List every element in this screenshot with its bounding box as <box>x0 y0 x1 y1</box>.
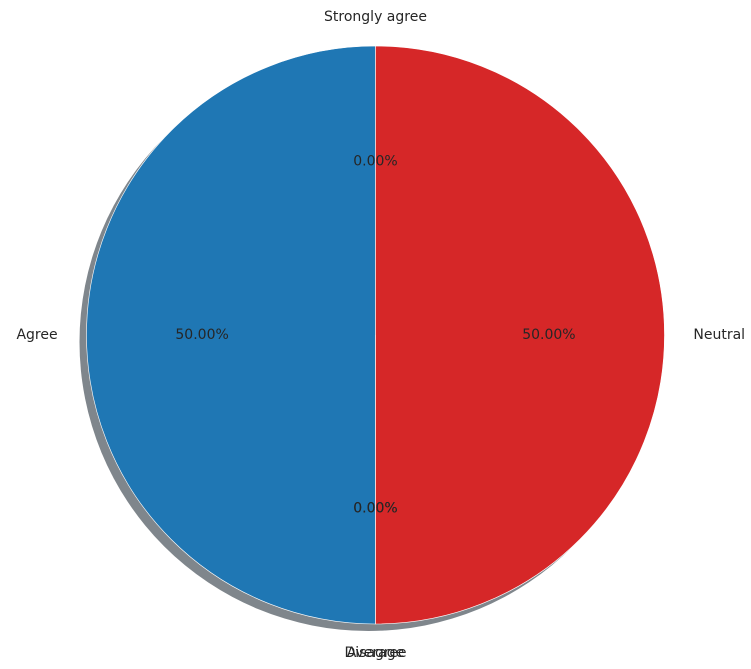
category-label-strongly-agree: Strongly agree <box>324 9 427 25</box>
percent-labels: 0.00%50.00%0.00%0.00%50.00% <box>175 154 575 517</box>
category-label-disagree: Disagree <box>344 645 406 661</box>
pie-slice-neutral <box>375 45 665 625</box>
category-label-average: Average <box>347 645 405 661</box>
percent-label-agree: 50.00% <box>175 327 228 343</box>
percent-label-neutral: 50.00% <box>522 327 575 343</box>
percent-label-disagree: 0.00% <box>353 500 397 516</box>
category-label-neutral: Neutral <box>693 327 745 343</box>
pie-slices <box>86 45 665 625</box>
percent-label-average: 0.00% <box>353 500 397 516</box>
percent-label-strongly-agree: 0.00% <box>353 154 397 170</box>
category-label-agree: Agree <box>16 327 57 343</box>
pie-slice-agree <box>86 45 376 625</box>
